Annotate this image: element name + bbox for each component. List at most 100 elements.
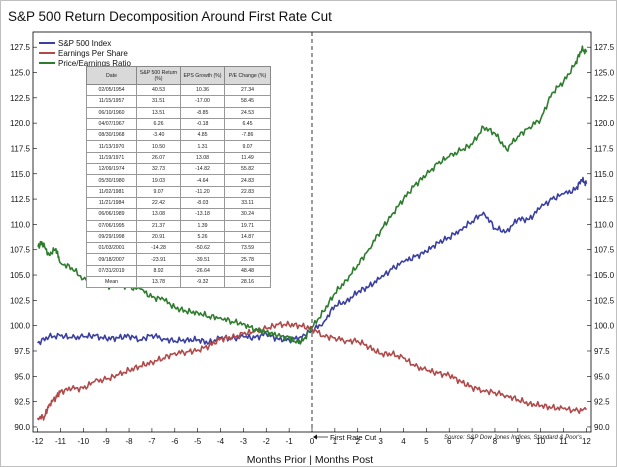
table-row: 01/03/2001 -14.28 -50.62 73.59 bbox=[86, 242, 271, 255]
cell-pe-change: 19.71 bbox=[224, 219, 271, 232]
x-tick-label: -6 bbox=[171, 437, 179, 446]
x-tick-label: -8 bbox=[125, 437, 133, 446]
y-tick-label-right: 100.0 bbox=[594, 322, 615, 331]
y-tick-label-left: 117.5 bbox=[11, 144, 31, 153]
annotation-label: First Rate Cut bbox=[330, 433, 377, 442]
legend-label: S&P 500 Index bbox=[58, 39, 111, 48]
cell-pe-change: -7.86 bbox=[224, 129, 271, 142]
x-tick-label: -3 bbox=[240, 437, 248, 446]
cell-pe-change: 25.78 bbox=[224, 253, 271, 266]
y-tick-label-right: 120.0 bbox=[594, 119, 615, 128]
x-tick-label: -10 bbox=[78, 437, 90, 446]
cell-pe-change: 24.83 bbox=[224, 174, 271, 187]
cell-sp500-return: -23.91 bbox=[136, 253, 181, 266]
legend-label: Earnings Per Share bbox=[58, 49, 128, 58]
x-tick-label: 4 bbox=[401, 437, 406, 446]
cell-eps-growth: 13.08 bbox=[180, 151, 225, 165]
cell-eps-growth: -14.82 bbox=[180, 163, 225, 176]
table-row: 11/21/1984 22.42 -8.03 33.11 bbox=[86, 196, 271, 210]
y-tick-label-right: 102.5 bbox=[594, 296, 615, 305]
table-row: 11/15/1957 31.51 -17.00 58.45 bbox=[86, 95, 271, 108]
x-tick-label: -11 bbox=[55, 437, 67, 446]
cell-date: 04/07/1967 bbox=[86, 117, 137, 131]
x-tick-label: -1 bbox=[286, 437, 294, 446]
cell-date: 11/21/1984 bbox=[86, 196, 137, 210]
cell-pe-change: 58.45 bbox=[224, 95, 271, 108]
cell-date: 11/19/1971 bbox=[86, 151, 137, 165]
cell-sp500-return: 13.51 bbox=[136, 106, 181, 119]
header-sp500-return: S&P 500 Return (%) bbox=[136, 66, 181, 85]
x-tick-label: 10 bbox=[536, 437, 545, 446]
x-tick-label: -9 bbox=[103, 437, 111, 446]
x-tick-label: 2 bbox=[356, 437, 361, 446]
cell-sp500-return: 19.03 bbox=[136, 174, 181, 187]
cell-eps-growth: -13.18 bbox=[180, 208, 225, 221]
x-tick-label: 0 bbox=[310, 437, 315, 446]
x-axis-label: Months Prior | Months Post bbox=[247, 454, 374, 466]
table-row: 02/05/1954 40.53 10.36 27.34 bbox=[86, 83, 271, 97]
y-tick-label-right: 110.0 bbox=[594, 220, 614, 229]
cell-date: 08/30/1968 bbox=[86, 129, 137, 142]
cell-eps-growth: -8.03 bbox=[180, 196, 225, 210]
y-tick-label-left: 112.5 bbox=[11, 195, 31, 204]
cell-eps-growth: -8.85 bbox=[180, 106, 225, 119]
table-row: 07/31/2019 8.92 -26.64 48.48 bbox=[86, 264, 271, 278]
cell-sp500-return: 22.42 bbox=[136, 196, 181, 210]
y-tick-label-right: 92.5 bbox=[594, 398, 610, 407]
cell-pe-change: 22.83 bbox=[224, 185, 271, 198]
table-row: 09/18/2007 -23.91 -39.51 25.78 bbox=[86, 253, 271, 266]
cell-sp500-return: 40.53 bbox=[136, 83, 181, 97]
x-tick-label: -4 bbox=[217, 437, 225, 446]
annotation-arrow-head bbox=[313, 434, 317, 440]
stats-table: Date S&P 500 Return (%) EPS Growth (%) P… bbox=[86, 66, 271, 289]
table-row: 06/06/1989 13.08 -13.18 30.24 bbox=[86, 208, 271, 221]
cell-pe-change: 73.59 bbox=[224, 242, 271, 255]
y-tick-label-left: 97.5 bbox=[14, 347, 30, 356]
table-row: 06/10/1960 13.51 -8.85 24.53 bbox=[86, 106, 271, 119]
cell-date: 07/06/1995 bbox=[86, 219, 137, 232]
cell-eps-growth: 4.85 bbox=[180, 129, 225, 142]
x-tick-label: -12 bbox=[32, 437, 44, 446]
table-body: 02/05/1954 40.53 10.36 27.34 11/15/1957 31.51… bbox=[86, 83, 271, 289]
table-row: 07/06/1995 21.37 1.39 19.71 bbox=[86, 219, 271, 232]
y-tick-label-left: 122.5 bbox=[10, 94, 31, 103]
table-row: 08/30/1968 -3.40 4.85 -7.86 bbox=[86, 129, 271, 142]
cell-pe-change: 48.48 bbox=[224, 264, 271, 278]
cell-pe-change: 24.53 bbox=[224, 106, 271, 119]
table-row: 04/07/1967 6.26 -0.18 6.45 bbox=[86, 117, 271, 131]
cell-date: 07/31/2019 bbox=[86, 264, 137, 278]
x-tick-label: 3 bbox=[378, 437, 383, 446]
cell-eps-growth: 5.26 bbox=[180, 230, 225, 244]
x-tick-label: 9 bbox=[516, 437, 521, 446]
x-tick-label: 7 bbox=[470, 437, 475, 446]
cell-pe-change: 30.24 bbox=[224, 208, 271, 221]
cell-sp500-return: 26.07 bbox=[136, 151, 181, 165]
cell-pe-change: 14.87 bbox=[224, 230, 271, 244]
cell-pe-change: 11.49 bbox=[224, 151, 271, 165]
cell-eps-growth: 1.39 bbox=[180, 219, 225, 232]
source-note: Source: S&P Dow Jones Indices, Standard … bbox=[444, 435, 582, 441]
table-row: 11/19/1971 26.07 13.08 11.49 bbox=[86, 151, 271, 165]
x-tick-label: -2 bbox=[263, 437, 271, 446]
header-date: Date bbox=[86, 66, 137, 85]
cell-sp500-return: 13.78 bbox=[136, 276, 181, 289]
cell-pe-change: 33.11 bbox=[224, 196, 271, 210]
x-tick-label: 8 bbox=[493, 437, 498, 446]
cell-eps-growth: -0.18 bbox=[180, 117, 225, 131]
cell-date: 09/29/1998 bbox=[86, 230, 137, 244]
y-tick-label-left: 120.0 bbox=[10, 119, 31, 128]
header-pe-change: P/E Change (%) bbox=[224, 66, 271, 85]
cell-pe-change: 9.07 bbox=[224, 140, 271, 153]
table-row: 12/09/1974 32.73 -14.82 55.82 bbox=[86, 163, 271, 176]
y-tick-label-left: 95.0 bbox=[14, 372, 30, 381]
cell-sp500-return: 13.08 bbox=[136, 208, 181, 221]
series-line-s-p-500-index bbox=[37, 176, 588, 346]
cell-sp500-return: 20.91 bbox=[136, 230, 181, 244]
cell-eps-growth: -50.62 bbox=[180, 242, 225, 255]
cell-date: 06/06/1989 bbox=[86, 208, 137, 221]
x-tick-label: -7 bbox=[148, 437, 156, 446]
cell-sp500-return: 32.73 bbox=[136, 163, 181, 176]
cell-sp500-return: 9.07 bbox=[136, 185, 181, 198]
cell-pe-change: 27.34 bbox=[224, 83, 271, 97]
